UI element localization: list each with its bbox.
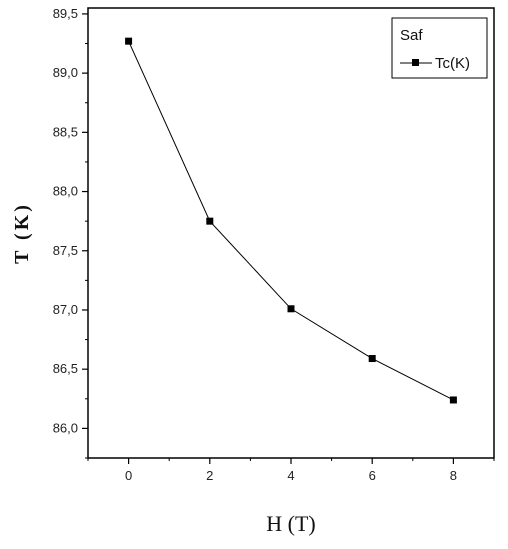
x-axis: 0 2 4 6 8 [87,458,495,483]
legend-marker [412,59,419,66]
legend-series-label: Tc(K) [435,55,470,72]
data-point [125,37,133,45]
series-layer [125,37,457,404]
legend-box [391,17,488,79]
series-line [128,40,454,401]
data-point [206,217,214,225]
y-tick-label: 86,0 [53,420,78,435]
y-tick-label: 89,0 [53,65,78,80]
data-point [287,305,295,313]
y-tick-label: 88,0 [53,184,78,199]
y-tick-label: 89,5 [53,6,78,21]
x-tick-label: 2 [206,468,213,483]
x-tick-label: 0 [125,468,132,483]
y-tick-label: 86,5 [53,361,78,376]
x-tick-label: 4 [287,468,294,483]
x-tick-label: 8 [450,468,457,483]
y-axis-title: T (K) [11,202,33,264]
data-point [368,355,376,363]
y-tick-label: 88,5 [53,124,78,139]
y-axis: 86,0 86,5 87,0 87,5 88,0 88,5 89,0 89,5 [53,6,88,459]
y-tick-label: 87,0 [53,302,78,317]
x-tick-label: 6 [369,468,376,483]
legend-title: Saf [400,27,423,44]
legend: Saf Tc(K) [391,17,488,79]
x-axis-title: H (T) [266,511,315,536]
y-tick-label: 87,5 [53,243,78,258]
data-point [449,396,457,404]
